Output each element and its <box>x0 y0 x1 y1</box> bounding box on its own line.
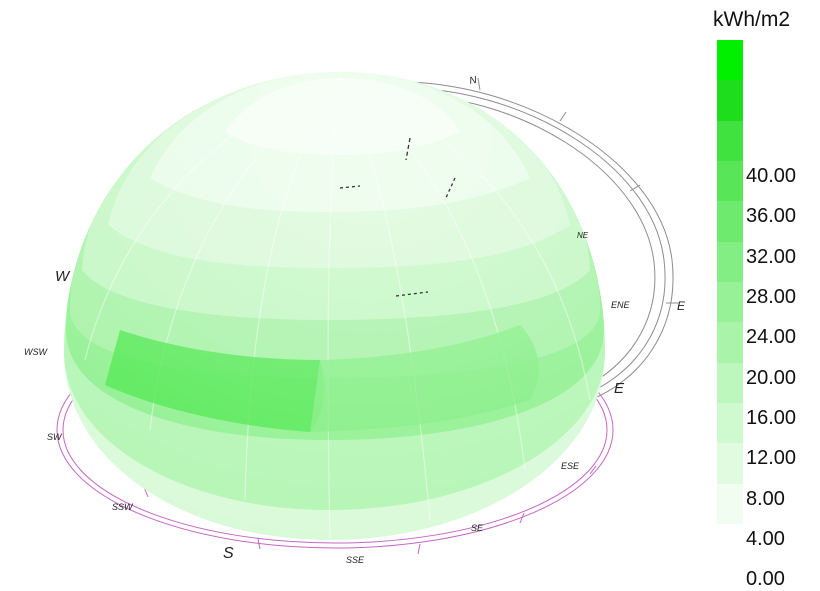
compass-label-ssw: SSW <box>112 502 134 512</box>
compass-label-ese: ESE <box>561 461 580 471</box>
sky-dome <box>64 72 605 540</box>
compass-label-se: SE <box>471 523 484 533</box>
compass-labels: N NE E ENE E ESE SE SSE S SSW SW WSW W <box>24 75 686 565</box>
compass-label-s: S <box>223 545 234 562</box>
compass-label-sse: SSE <box>346 555 365 565</box>
compass-label-ene: ENE <box>611 300 631 310</box>
compass-label-e-back: E <box>677 299 686 313</box>
compass-label-ne: NE <box>577 231 589 240</box>
sun-path-marks <box>339 137 456 297</box>
compass-ring-back <box>394 77 678 401</box>
compass-label-sw: SW <box>47 432 63 442</box>
compass-label-w: W <box>55 268 71 285</box>
compass-label-e: E <box>614 380 625 397</box>
compass-label-wsw: WSW <box>24 347 48 357</box>
compass-label-n: N <box>469 75 479 87</box>
